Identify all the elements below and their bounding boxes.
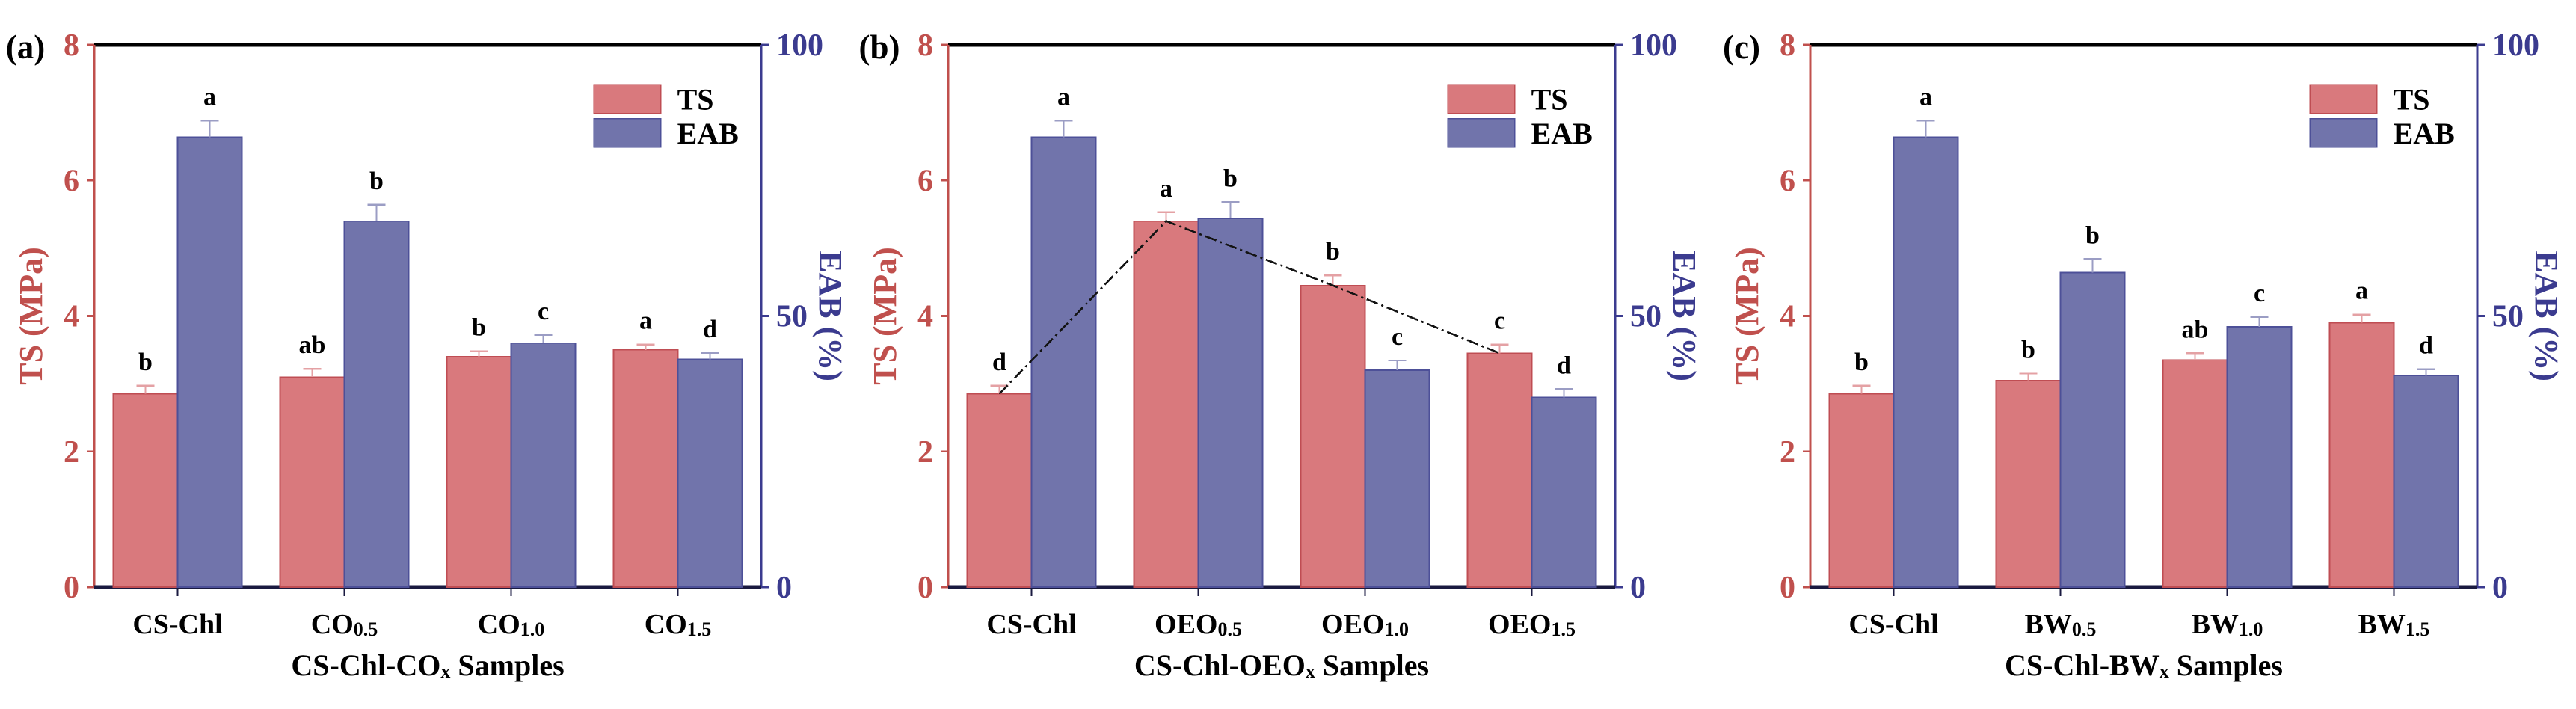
svg-text:0: 0 <box>776 571 792 605</box>
svg-text:100: 100 <box>2492 28 2539 63</box>
svg-text:a: a <box>639 307 652 335</box>
svg-text:100: 100 <box>1630 28 1677 63</box>
svg-text:b: b <box>2021 337 2035 364</box>
svg-text:50: 50 <box>776 300 808 334</box>
svg-text:d: d <box>1557 352 1571 379</box>
svg-text:TS: TS <box>2394 83 2430 117</box>
svg-text:b: b <box>1854 349 1869 376</box>
svg-text:ab: ab <box>2182 316 2209 343</box>
svg-text:2: 2 <box>1780 435 1795 470</box>
svg-text:b: b <box>1326 238 1340 266</box>
svg-text:8: 8 <box>917 28 933 63</box>
svg-text:EAB: EAB <box>2394 117 2455 150</box>
svg-text:50: 50 <box>2492 300 2524 334</box>
svg-text:a: a <box>1057 84 1070 111</box>
svg-text:CS-Chl: CS-Chl <box>132 609 222 640</box>
svg-text:b: b <box>369 168 384 195</box>
svg-text:CS-Chl: CS-Chl <box>986 609 1076 640</box>
svg-text:a: a <box>1919 84 1932 111</box>
svg-text:d: d <box>703 316 717 343</box>
svg-text:TS (MPa): TS (MPa) <box>1729 247 1765 385</box>
svg-text:(b): (b) <box>859 28 900 66</box>
svg-text:0: 0 <box>917 571 933 605</box>
svg-text:EAB (%): EAB (%) <box>1666 251 1703 381</box>
svg-text:a: a <box>203 84 216 111</box>
svg-text:0: 0 <box>1780 571 1795 605</box>
svg-text:(a): (a) <box>6 28 45 66</box>
svg-text:c: c <box>1494 307 1505 335</box>
svg-text:6: 6 <box>1780 164 1795 198</box>
svg-text:CS-Chl: CS-Chl <box>1848 609 1938 640</box>
svg-text:a: a <box>1160 175 1172 203</box>
svg-text:ab: ab <box>299 331 326 359</box>
svg-text:4: 4 <box>1780 300 1795 334</box>
svg-text:c: c <box>538 298 549 325</box>
svg-text:4: 4 <box>917 300 933 334</box>
svg-text:b: b <box>2085 221 2100 249</box>
svg-text:(c): (c) <box>1723 28 1760 66</box>
svg-text:0: 0 <box>64 571 79 605</box>
svg-text:6: 6 <box>917 164 933 198</box>
svg-text:EAB: EAB <box>1531 117 1593 150</box>
svg-text:8: 8 <box>1780 28 1795 63</box>
svg-text:2: 2 <box>917 435 933 470</box>
svg-text:b: b <box>138 349 153 376</box>
svg-text:50: 50 <box>1630 300 1662 334</box>
svg-text:c: c <box>2254 280 2265 307</box>
svg-text:100: 100 <box>776 28 823 63</box>
svg-text:TS: TS <box>677 83 714 117</box>
svg-text:CS-Chl-OEOx Samples: CS-Chl-OEOx Samples <box>1134 648 1429 682</box>
svg-text:CS-Chl-COx Samples: CS-Chl-COx Samples <box>291 648 564 682</box>
svg-text:b: b <box>1223 165 1238 192</box>
svg-text:c: c <box>1392 323 1403 351</box>
svg-text:TS (MPa): TS (MPa) <box>13 247 49 385</box>
svg-text:2: 2 <box>64 435 79 470</box>
svg-text:4: 4 <box>64 300 79 334</box>
svg-text:EAB (%): EAB (%) <box>812 251 849 381</box>
svg-text:6: 6 <box>64 164 79 198</box>
svg-text:TS: TS <box>1531 83 1568 117</box>
svg-text:0: 0 <box>1630 571 1646 605</box>
svg-text:TS (MPa): TS (MPa) <box>867 247 903 385</box>
svg-text:EAB (%): EAB (%) <box>2528 251 2565 381</box>
svg-text:b: b <box>472 314 486 342</box>
svg-text:d: d <box>992 349 1006 376</box>
svg-text:d: d <box>2419 332 2433 360</box>
svg-text:a: a <box>2355 277 2368 305</box>
svg-text:8: 8 <box>64 28 79 63</box>
svg-text:0: 0 <box>2492 571 2508 605</box>
svg-text:CS-Chl-BWx Samples: CS-Chl-BWx Samples <box>2005 648 2283 682</box>
svg-text:EAB: EAB <box>677 117 739 150</box>
